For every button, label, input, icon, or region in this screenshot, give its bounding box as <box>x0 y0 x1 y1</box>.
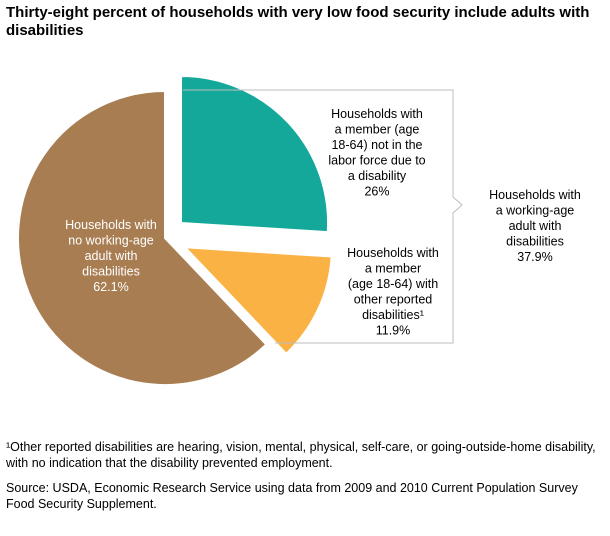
group-annotation-label: Households with a working-age adult with di… <box>489 188 581 264</box>
source-note: Source: USDA, Economic Research Service … <box>6 481 578 511</box>
pie-slice-3 <box>16 89 268 386</box>
slice-label-2: Households with a member (age 18-64) with o… <box>347 246 439 338</box>
group-bracket-line <box>183 89 463 344</box>
slice-label-3: Households with no working-age adult with d… <box>65 218 157 294</box>
group-bracket <box>183 89 463 344</box>
chart-title: Thirty-eight percent of households with … <box>6 4 590 39</box>
pie-chart: Households with a member (age 18-64) not i… <box>16 74 581 386</box>
slice-label-1: Households with a member (age 18-64) not i… <box>328 107 425 199</box>
footnote: ¹Other reported disabilities are hearing… <box>6 440 596 470</box>
pie-slice-1 <box>180 74 330 234</box>
pie-slice-2 <box>182 246 333 356</box>
pie-slices <box>16 74 333 386</box>
slice-labels: Households with a member (age 18-64) not i… <box>65 107 581 338</box>
